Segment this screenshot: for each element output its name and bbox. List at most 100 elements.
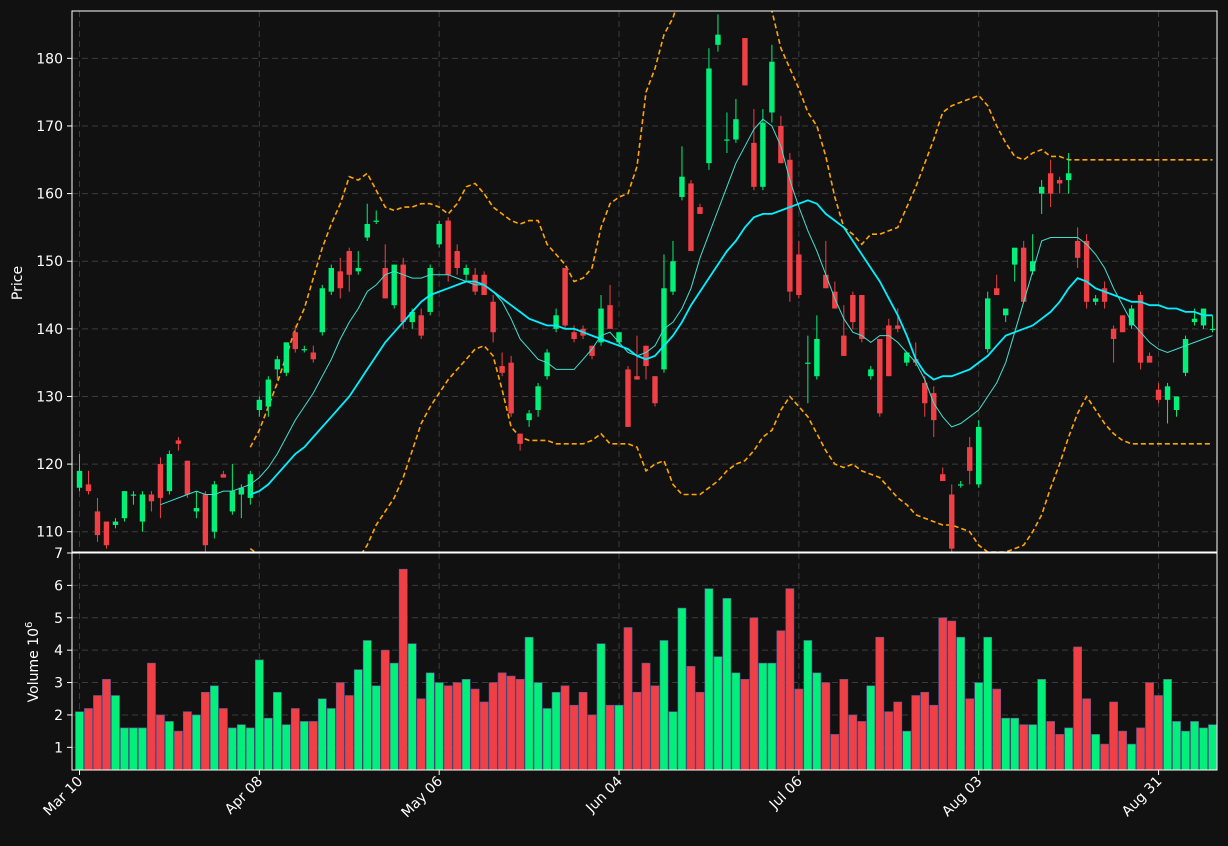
- moving-averages: [160, 118, 1213, 506]
- candle-body-up: [247, 474, 254, 498]
- candle-body-up: [427, 267, 433, 312]
- candle-body-up: [76, 470, 83, 488]
- volume-bar-up: [371, 685, 381, 771]
- candle-body-down: [841, 335, 847, 356]
- volume-bar-down: [785, 588, 795, 771]
- volume-bar-up: [758, 662, 768, 771]
- candle-body-down: [517, 433, 523, 444]
- volume-bar-down: [1118, 730, 1127, 771]
- volume-bar-down: [1082, 698, 1091, 771]
- volume-bar-down: [1145, 682, 1154, 771]
- volume-bar-down: [839, 679, 849, 771]
- volume-bar-up: [1010, 717, 1020, 771]
- volume-bar-down: [488, 682, 498, 771]
- candle-body-down: [922, 382, 928, 404]
- candle-body-up: [805, 362, 811, 364]
- volume-bar-down: [794, 688, 804, 771]
- volume-bar-up: [866, 685, 876, 771]
- volume-bar-up: [362, 640, 372, 771]
- volume-bar-down: [650, 685, 660, 771]
- volume-bar-down: [102, 679, 111, 771]
- volume-bar-up: [542, 708, 552, 771]
- candle-body-down: [382, 267, 388, 299]
- volume-bar-down: [443, 685, 453, 771]
- volume-bar-up: [317, 698, 327, 771]
- candle-body-down: [886, 325, 892, 377]
- candle-body-down: [796, 254, 802, 296]
- volume-bar-up: [1037, 679, 1047, 771]
- volume-bar-up: [111, 695, 120, 771]
- volume-bar-up: [902, 730, 912, 771]
- upper-band-line: [249, 11, 1213, 448]
- slow-moving-average-line: [249, 199, 1213, 496]
- price-tick-label: 140: [36, 322, 63, 338]
- candle-body-down: [1119, 315, 1126, 333]
- candle-body-down: [103, 521, 110, 546]
- volume-bar-up: [983, 636, 993, 771]
- volume-bar-up: [75, 711, 84, 771]
- volume-bar-down: [219, 708, 228, 771]
- candle-body-down: [1101, 288, 1108, 302]
- volume-bar-up: [1127, 743, 1136, 771]
- candle-body-down: [625, 369, 631, 427]
- volume-bar-up: [254, 659, 264, 771]
- volume-bar-down: [1046, 721, 1056, 771]
- candle-body-up: [868, 369, 874, 377]
- volume-tick-label: 4: [54, 643, 63, 659]
- volume-bar-down: [479, 701, 489, 771]
- volume-tick-label: 2: [54, 708, 63, 724]
- candle-body-up: [1173, 396, 1180, 410]
- candle-body-up: [715, 34, 721, 45]
- volume-bar-down: [398, 568, 408, 771]
- candle-body-up: [733, 119, 739, 140]
- volume-bar-down: [947, 620, 957, 771]
- candle-body-up: [193, 508, 200, 512]
- volume-bar-up: [713, 656, 723, 771]
- candle-body-down: [508, 362, 514, 414]
- volume-tick-label: 6: [54, 578, 63, 594]
- volume-bar-up: [1064, 727, 1073, 771]
- candles: [76, 14, 1216, 552]
- candle-body-down: [310, 352, 316, 360]
- candle-body-down: [643, 345, 649, 367]
- candle-body-down: [859, 295, 865, 339]
- candle-body-up: [373, 220, 379, 222]
- volume-bar-up: [524, 636, 534, 771]
- volume-bar-down: [1073, 646, 1082, 771]
- volume-bar-up: [281, 724, 291, 771]
- candle-body-up: [904, 352, 910, 363]
- volume-bar-up: [407, 643, 417, 771]
- volume-bar-down: [641, 662, 651, 771]
- volume-bar-down: [344, 695, 354, 771]
- volume-bar-down: [156, 714, 165, 771]
- candle-body-down: [742, 38, 748, 86]
- volume-bar-down: [416, 698, 426, 771]
- volume-bar-up: [236, 724, 246, 771]
- volume-bar-down: [695, 691, 705, 771]
- candle-body-down: [877, 338, 883, 414]
- candle-body-up: [283, 342, 290, 373]
- volume-bar-down: [929, 704, 939, 771]
- volume-bar-down: [183, 711, 192, 771]
- candle-body-up: [463, 267, 469, 275]
- volume-bar-up: [1028, 724, 1038, 771]
- candle-body-down: [1146, 355, 1153, 363]
- volume-bar-up: [614, 704, 624, 771]
- volume-axis-label-text: Volume 10: [26, 628, 42, 702]
- candle-body-up: [598, 308, 604, 343]
- volume-bar-up: [677, 607, 687, 771]
- candle-body-down: [157, 464, 164, 498]
- candle-body-up: [319, 288, 325, 333]
- volume-bar-up: [389, 662, 399, 771]
- volume-tick-label: 3: [54, 676, 63, 692]
- volume-bar-up: [812, 672, 822, 771]
- volume-bar-down: [686, 666, 696, 771]
- candle-body-up: [769, 61, 775, 113]
- candle-body-down: [1110, 328, 1117, 339]
- volume-bars: [75, 568, 1217, 771]
- candle-body-up: [238, 487, 245, 495]
- fast-moving-average-line: [160, 118, 1213, 506]
- candle-body-down: [778, 125, 784, 164]
- candle-body-up: [724, 139, 730, 141]
